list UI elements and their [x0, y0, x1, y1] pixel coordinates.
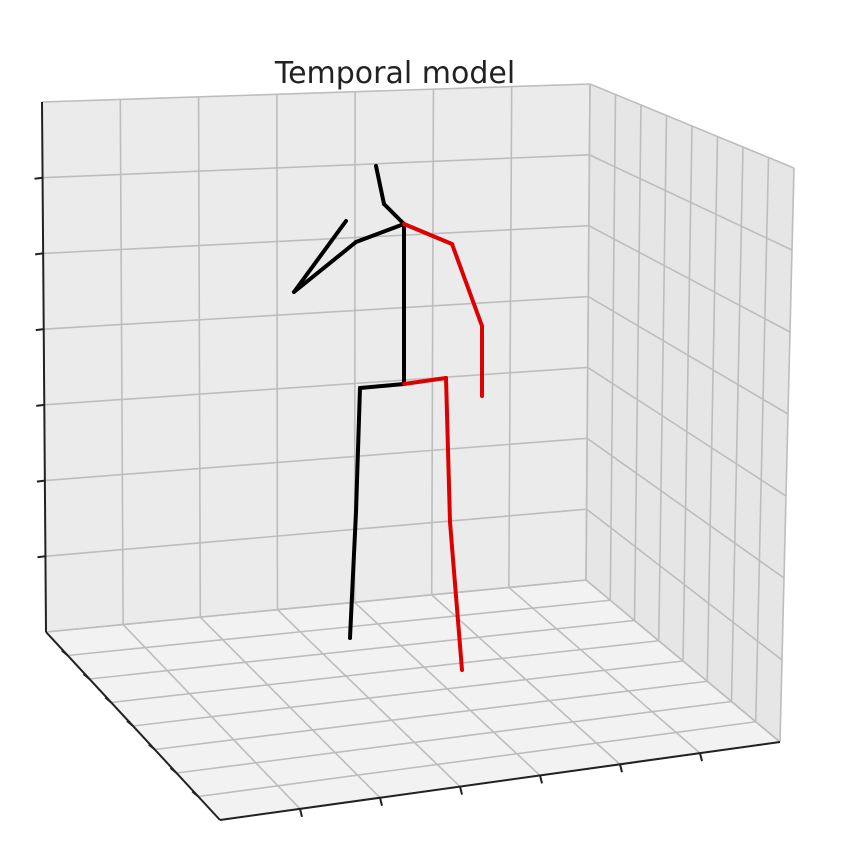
x-axis-line: [219, 741, 781, 821]
grid-line: [176, 700, 732, 774]
grid-line: [431, 594, 621, 765]
x-axis-tick: [299, 808, 303, 818]
grid-line: [609, 94, 617, 601]
bone-thigh-right: [444, 376, 452, 524]
left-side-bones: [292, 164, 406, 640]
z-axis-line: [41, 101, 47, 633]
y-axis-tick: [148, 743, 156, 751]
grid-line: [45, 508, 587, 558]
grid-line: [45, 579, 587, 633]
x-axis-tick: [699, 752, 703, 762]
grid-line: [43, 224, 589, 255]
grid-line: [154, 680, 708, 751]
grid-line: [730, 146, 744, 702]
grid-line: [779, 167, 795, 743]
bone-forearm-left: [292, 219, 348, 294]
bone-thigh-left: [354, 386, 362, 514]
back-pane: [42, 84, 590, 632]
grid-line: [354, 601, 541, 777]
grid-line: [754, 157, 770, 722]
right-side-bones: [402, 222, 484, 672]
grid-line: [508, 586, 701, 754]
grid-line: [657, 115, 668, 641]
y-axis-tick: [191, 790, 199, 798]
plot-title: Temporal model: [274, 56, 516, 91]
bone-neck-shoulder-left: [354, 222, 406, 244]
grid-line: [111, 639, 659, 704]
grid-line: [119, 99, 124, 625]
skeleton: [292, 164, 484, 672]
x-axis-tick: [539, 775, 543, 784]
y-axis-tick: [169, 767, 178, 774]
y-axis-tick: [82, 673, 91, 680]
grid-line: [430, 89, 435, 595]
grid-line: [89, 619, 635, 680]
y-axis-tick: [126, 720, 134, 727]
z-axis-tick: [35, 252, 44, 256]
z-axis-tick: [36, 479, 45, 483]
z-axis-tick: [35, 328, 44, 332]
grid-line: [132, 660, 684, 727]
bone-neck-shoulder-right: [402, 222, 454, 246]
grid-line: [197, 96, 202, 618]
y-axis-tick: [61, 649, 69, 657]
bone-pelvis-hip-right: [402, 376, 448, 386]
bone-upper-arm-right: [450, 242, 484, 328]
x-axis-tick: [619, 764, 623, 773]
bone-shin-left: [348, 510, 358, 640]
grid-line: [41, 83, 591, 103]
grid-line: [585, 579, 781, 743]
grid-line: [276, 609, 461, 788]
axis-ticks: [34, 176, 703, 818]
grid-line: [199, 616, 381, 799]
z-axis-tick: [37, 555, 46, 559]
grid-line: [633, 104, 642, 621]
right-side-pane: [586, 84, 794, 742]
grid-line: [67, 599, 611, 657]
bone-upper-arm-left: [292, 240, 358, 294]
grid-line: [508, 86, 513, 588]
bone-shin-right: [448, 520, 464, 672]
y-axis-tick: [104, 696, 112, 704]
grid-line: [682, 125, 693, 662]
grid-line: [706, 136, 719, 682]
bone-head-neck: [374, 164, 386, 206]
grid-line: [44, 366, 588, 406]
x-axis-tick: [459, 786, 463, 795]
x-axis-tick: [379, 797, 383, 806]
grid-line: [198, 720, 756, 798]
bone-head-neck-lower: [382, 202, 406, 226]
grid-line: [122, 624, 301, 810]
grid-line: [42, 154, 590, 179]
z-axis-tick: [34, 176, 43, 180]
floor-pane: [46, 580, 780, 820]
grid-line: [276, 94, 279, 610]
bone-pelvis-hip-left: [358, 382, 406, 390]
grid-lines: [41, 83, 795, 821]
grid-line: [585, 83, 591, 581]
grid-line: [44, 437, 588, 482]
z-axis-tick: [36, 403, 45, 407]
grid-line: [43, 295, 589, 330]
